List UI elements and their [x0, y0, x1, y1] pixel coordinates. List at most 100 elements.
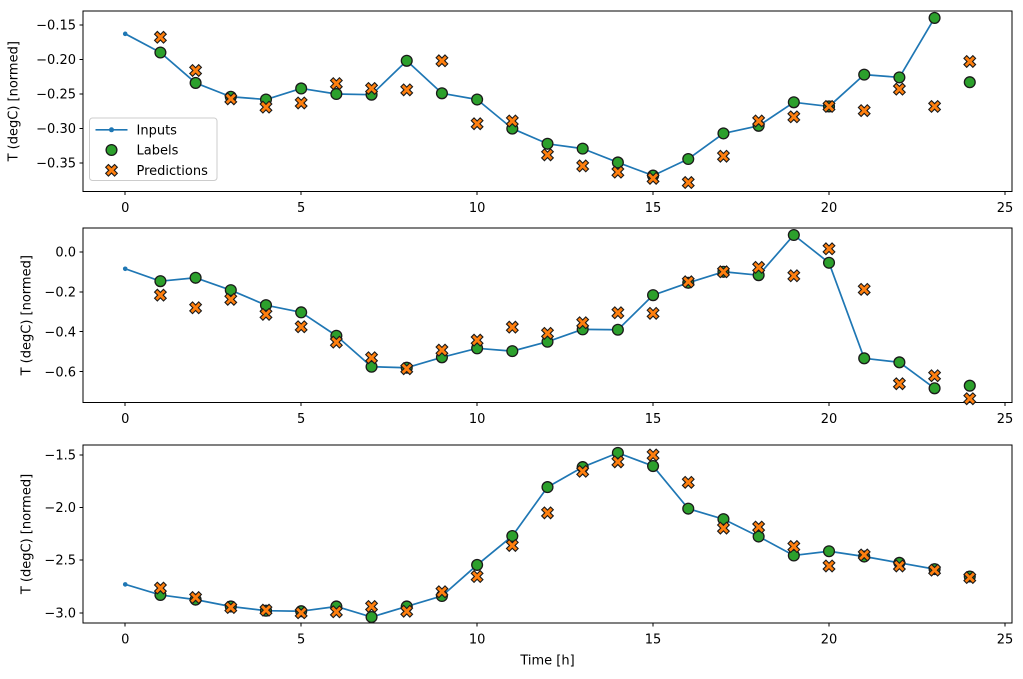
prediction-marker — [787, 269, 801, 283]
legend-inputs-dot-sample — [109, 127, 114, 133]
prediction-marker — [681, 275, 695, 289]
prediction-marker — [294, 320, 308, 334]
label-marker — [717, 513, 730, 526]
x-tick-label: 10 — [469, 201, 486, 216]
label-marker — [787, 549, 800, 562]
label-marker — [787, 228, 800, 242]
prediction-marker — [540, 148, 555, 162]
prediction-marker — [153, 581, 168, 595]
legend-box — [89, 117, 218, 181]
label-marker — [928, 382, 941, 395]
y-tick-label: −2.0 — [44, 501, 76, 516]
prediction-marker — [435, 54, 449, 68]
label-marker — [576, 142, 589, 155]
x-tick-label: 25 — [997, 201, 1014, 216]
label-marker — [893, 71, 906, 84]
label-marker — [541, 137, 554, 150]
prediction-marker — [716, 149, 731, 163]
prediction-marker — [576, 464, 590, 478]
input-dot-marker — [122, 266, 128, 272]
y-axis-label: T (degC) [normed] — [7, 41, 22, 162]
input-dot-marker — [122, 582, 128, 587]
axes-box — [82, 227, 1013, 403]
subplot-2: 0 5 10 15 20 25 0.0 −0.2 −0.4 −0.6 T (degC) [norme… — [20, 227, 1014, 427]
prediction-marker — [646, 448, 660, 462]
x-tick-label: 10 — [469, 412, 486, 427]
label-marker — [189, 76, 202, 89]
label-marker — [189, 271, 202, 284]
label-marker — [506, 529, 519, 543]
y-tick-label: −0.15 — [36, 18, 76, 33]
prediction-marker — [752, 114, 766, 128]
label-marker — [611, 156, 624, 169]
y-tick-label: −3.0 — [44, 606, 76, 621]
label-marker — [787, 96, 800, 109]
label-marker — [858, 68, 871, 81]
label-marker — [471, 93, 484, 106]
label-marker — [822, 545, 836, 558]
prediction-marker — [927, 563, 942, 577]
prediction-marker — [329, 335, 343, 349]
prediction-marker — [540, 506, 555, 520]
prediction-marker — [611, 165, 625, 179]
prediction-marker — [259, 603, 273, 617]
x-tick-label: 25 — [997, 633, 1014, 648]
legend-label-labels: Labels — [137, 144, 179, 159]
prediction-marker — [892, 377, 907, 391]
prediction-marker — [104, 163, 119, 177]
y-tick-label: −0.2 — [44, 285, 76, 300]
prediction-marker — [787, 539, 801, 554]
prediction-marker — [857, 103, 871, 118]
x-tick-label: 0 — [121, 412, 129, 427]
label-marker — [541, 481, 554, 494]
prediction-marker — [927, 99, 942, 114]
prediction-marker — [857, 282, 871, 296]
x-tick-label: 0 — [121, 201, 129, 216]
subplot-3: 0 5 10 15 20 25 −1.5 −2.0 −2.5 −3.0 T (degC) [norm… — [20, 444, 1014, 669]
prediction-marker — [505, 320, 519, 334]
label-marker — [259, 299, 273, 312]
axes-box — [82, 444, 1013, 624]
prediction-marker — [224, 92, 238, 106]
legend-labels-marker-sample — [105, 143, 118, 157]
prediction-marker — [576, 159, 590, 173]
x-tick-label: 20 — [821, 201, 838, 216]
label-marker — [822, 256, 836, 269]
y-tick-label: −0.35 — [36, 157, 76, 172]
inputs-line — [124, 234, 936, 390]
label-marker — [963, 76, 976, 89]
x-tick-label: 25 — [997, 412, 1014, 427]
label-marker — [365, 360, 378, 373]
prediction-marker — [646, 171, 660, 185]
prediction-marker — [153, 288, 168, 302]
prediction-marker — [822, 242, 836, 256]
label-marker — [893, 356, 906, 369]
x-tick-label: 0 — [121, 633, 129, 648]
prediction-marker — [364, 81, 379, 96]
label-marker — [647, 459, 660, 473]
prediction-marker — [752, 260, 766, 274]
prediction-marker — [716, 521, 731, 535]
prediction-marker — [892, 559, 907, 573]
y-axis-label: T (degC) [normed] — [20, 474, 35, 595]
label-marker — [154, 46, 167, 59]
label-marker — [963, 379, 976, 392]
y-tick-label: 0.0 — [55, 245, 76, 260]
prediction-marker — [963, 54, 977, 69]
input-dot-marker — [122, 31, 128, 37]
legend-label-inputs: Inputs — [137, 123, 178, 138]
prediction-marker — [294, 606, 308, 620]
prediction-marker — [400, 83, 414, 97]
y-axis-label: T (degC) [normed] — [20, 255, 35, 376]
prediction-marker — [752, 520, 766, 534]
label-marker — [858, 352, 871, 365]
label-marker — [471, 558, 484, 571]
prediction-marker — [822, 99, 836, 114]
prediction-marker — [188, 301, 203, 315]
prediction-marker — [576, 316, 590, 330]
label-marker — [928, 11, 941, 24]
prediction-marker — [364, 351, 379, 365]
prediction-marker — [188, 63, 203, 78]
x-tick-label: 10 — [469, 633, 486, 648]
label-marker — [154, 275, 167, 288]
